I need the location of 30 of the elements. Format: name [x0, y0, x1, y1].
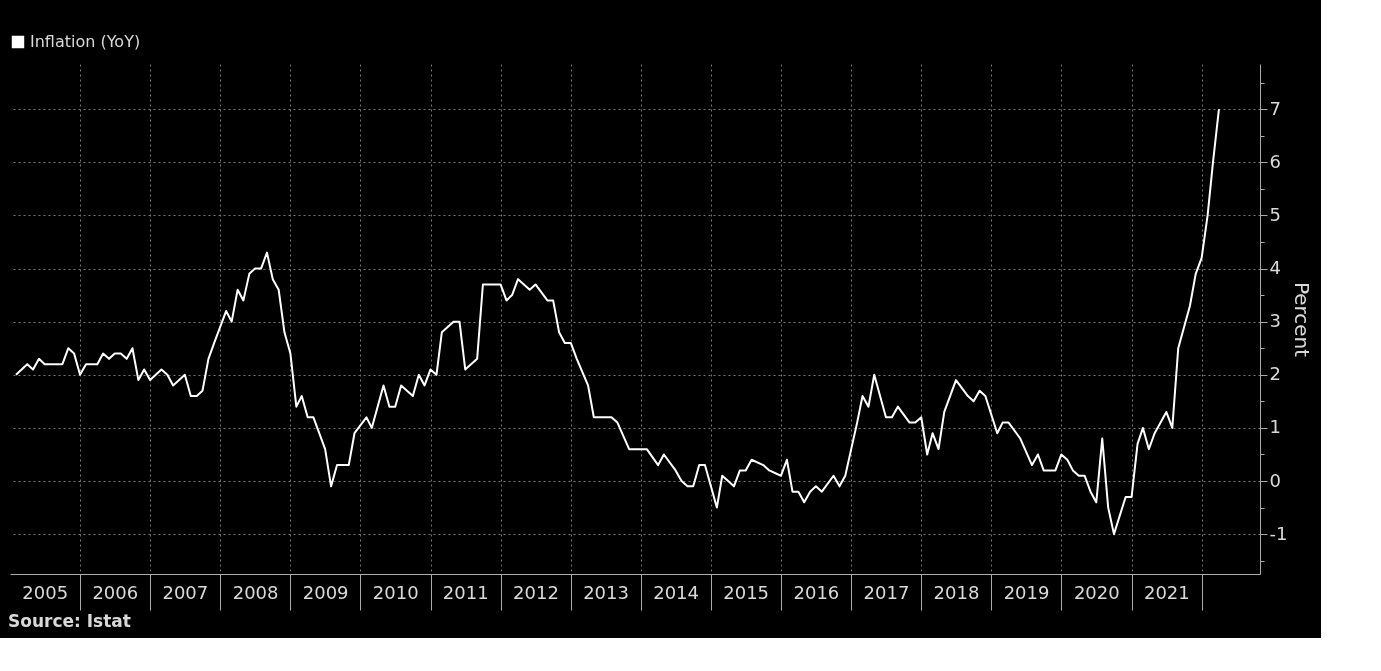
x-tick-label: 2007 — [162, 581, 209, 603]
line-series — [14, 108, 1220, 536]
x-tick-label: 2006 — [92, 581, 139, 603]
legend-label: Inflation (YoY) — [30, 32, 141, 51]
x-tick-label: 2015 — [723, 581, 770, 603]
x-tick-label: 2013 — [583, 581, 629, 603]
x-tick-label: 2012 — [513, 581, 559, 603]
x-tick-label: 2008 — [232, 581, 279, 603]
x-tick-label: 2016 — [793, 581, 840, 603]
y-tick-label: 6 — [1269, 150, 1281, 172]
y-tick-label: -1 — [1269, 522, 1288, 544]
x-tick-label: 2014 — [653, 581, 699, 603]
y-tick-label: 7 — [1269, 97, 1281, 119]
x-tick-label: 2018 — [933, 581, 980, 603]
x-tick-label: 2010 — [372, 581, 419, 603]
x-tick-label: 2020 — [1073, 581, 1120, 603]
y-tick-label: 5 — [1269, 203, 1281, 225]
x-tick-label: 2019 — [1003, 581, 1050, 603]
x-tick-label: 2009 — [302, 581, 349, 603]
source-note: Source: Istat — [8, 611, 131, 631]
y-tick-label: 2 — [1269, 363, 1281, 385]
y-tick-label: 3 — [1269, 310, 1281, 332]
y-tick-label: 1 — [1269, 416, 1281, 438]
y-tick-label: 4 — [1269, 257, 1281, 279]
x-tick-label: 2017 — [863, 581, 910, 603]
x-tick-label: 2021 — [1143, 581, 1190, 603]
y-axis-title: Percent — [1290, 281, 1315, 358]
x-tick-label: 2011 — [442, 581, 489, 603]
x-tick-label: 2005 — [22, 581, 69, 603]
y-tick-label: 0 — [1269, 469, 1281, 491]
